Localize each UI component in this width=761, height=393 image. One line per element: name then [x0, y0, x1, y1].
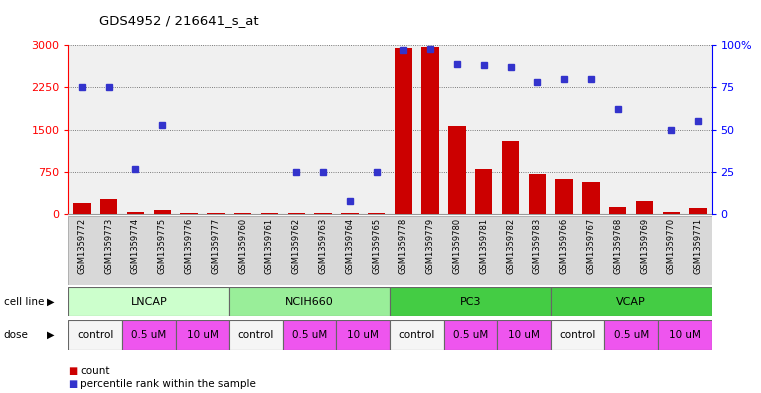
- Bar: [229, 287, 390, 316]
- Text: GSM1359760: GSM1359760: [238, 218, 247, 274]
- Bar: [288, 213, 305, 214]
- Text: GSM1359783: GSM1359783: [533, 218, 542, 274]
- Text: 0.5 uM: 0.5 uM: [453, 330, 488, 340]
- Bar: [180, 213, 198, 214]
- Bar: [395, 48, 412, 214]
- Text: GSM1359771: GSM1359771: [693, 218, 702, 274]
- Text: GSM1359769: GSM1359769: [640, 218, 649, 274]
- Text: GSM1359779: GSM1359779: [425, 218, 435, 274]
- Bar: [604, 320, 658, 350]
- Bar: [368, 213, 385, 214]
- Text: GSM1359781: GSM1359781: [479, 218, 489, 274]
- Bar: [314, 213, 332, 214]
- Text: PC3: PC3: [460, 297, 481, 307]
- Text: GSM1359761: GSM1359761: [265, 218, 274, 274]
- Text: control: control: [77, 330, 113, 340]
- Text: GSM1359777: GSM1359777: [212, 218, 221, 274]
- Bar: [127, 213, 144, 214]
- Text: GSM1359765: GSM1359765: [372, 218, 381, 274]
- Text: GSM1359766: GSM1359766: [559, 218, 568, 274]
- Text: 10 uM: 10 uM: [669, 330, 701, 340]
- Text: GSM1359768: GSM1359768: [613, 218, 622, 274]
- Bar: [444, 320, 497, 350]
- Text: ■: ■: [68, 366, 78, 376]
- Text: 0.5 uM: 0.5 uM: [131, 330, 167, 340]
- Text: 0.5 uM: 0.5 uM: [613, 330, 649, 340]
- Text: GSM1359773: GSM1359773: [104, 218, 113, 274]
- Text: GSM1359774: GSM1359774: [131, 218, 140, 274]
- Bar: [100, 199, 117, 214]
- Text: cell line: cell line: [4, 297, 44, 307]
- Bar: [234, 213, 251, 214]
- Text: GSM1359782: GSM1359782: [506, 218, 515, 274]
- Bar: [448, 126, 466, 214]
- Text: ■: ■: [68, 379, 78, 389]
- Text: 10 uM: 10 uM: [186, 330, 218, 340]
- Text: GSM1359767: GSM1359767: [587, 218, 595, 274]
- Text: 10 uM: 10 uM: [347, 330, 379, 340]
- Text: GSM1359770: GSM1359770: [667, 218, 676, 274]
- Bar: [551, 320, 604, 350]
- Text: percentile rank within the sample: percentile rank within the sample: [80, 379, 256, 389]
- Bar: [283, 320, 336, 350]
- Text: GSM1359778: GSM1359778: [399, 218, 408, 274]
- Bar: [529, 174, 546, 214]
- Bar: [68, 287, 229, 316]
- Bar: [261, 213, 279, 214]
- Bar: [176, 320, 229, 350]
- Bar: [341, 213, 358, 214]
- Bar: [551, 287, 712, 316]
- Text: VCAP: VCAP: [616, 297, 646, 307]
- Text: ▶: ▶: [47, 297, 55, 307]
- Bar: [122, 320, 176, 350]
- Bar: [556, 179, 573, 214]
- Bar: [609, 208, 626, 214]
- Bar: [68, 320, 122, 350]
- Bar: [229, 320, 283, 350]
- Bar: [689, 208, 707, 214]
- Bar: [497, 320, 551, 350]
- Text: LNCAP: LNCAP: [130, 297, 167, 307]
- Bar: [422, 48, 439, 214]
- Bar: [207, 213, 224, 214]
- Bar: [154, 210, 171, 214]
- Bar: [636, 201, 653, 214]
- Text: NCIH660: NCIH660: [285, 297, 334, 307]
- Text: GSM1359776: GSM1359776: [185, 218, 193, 274]
- Text: GSM1359763: GSM1359763: [319, 218, 327, 274]
- Bar: [475, 169, 492, 214]
- Bar: [390, 287, 551, 316]
- Text: control: control: [559, 330, 596, 340]
- Text: GSM1359780: GSM1359780: [453, 218, 461, 274]
- Text: control: control: [238, 330, 274, 340]
- Text: GSM1359762: GSM1359762: [291, 218, 301, 274]
- Text: dose: dose: [4, 330, 29, 340]
- Bar: [663, 213, 680, 214]
- Text: GSM1359772: GSM1359772: [78, 218, 87, 274]
- Text: count: count: [80, 366, 110, 376]
- Text: control: control: [399, 330, 435, 340]
- Bar: [73, 203, 91, 214]
- Bar: [501, 141, 519, 214]
- Text: ▶: ▶: [47, 330, 55, 340]
- Bar: [658, 320, 712, 350]
- Bar: [582, 182, 600, 214]
- Text: 0.5 uM: 0.5 uM: [292, 330, 327, 340]
- Text: GSM1359775: GSM1359775: [158, 218, 167, 274]
- Text: GSM1359764: GSM1359764: [345, 218, 355, 274]
- Text: 10 uM: 10 uM: [508, 330, 540, 340]
- Bar: [390, 320, 444, 350]
- Bar: [336, 320, 390, 350]
- Text: GDS4952 / 216641_s_at: GDS4952 / 216641_s_at: [99, 14, 259, 27]
